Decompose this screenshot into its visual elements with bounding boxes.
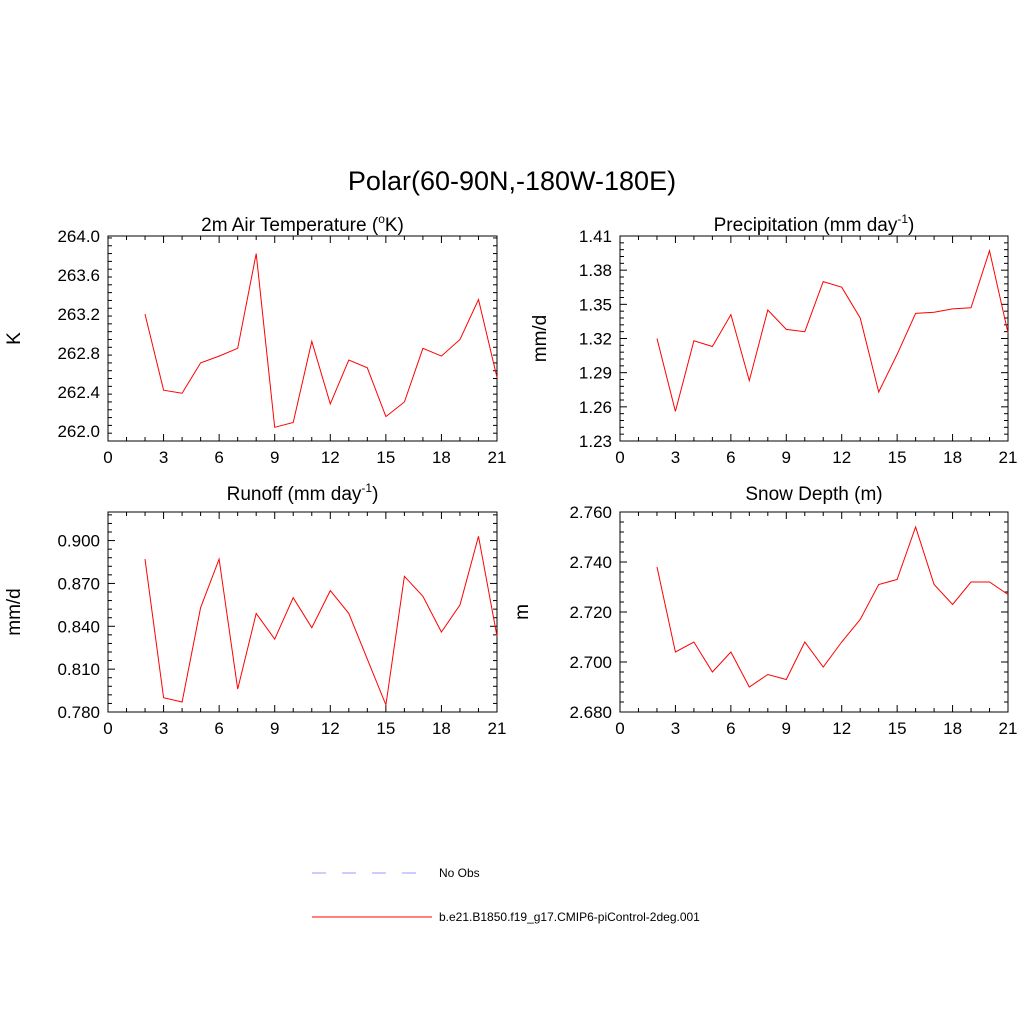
x-tick-label: 9	[270, 719, 279, 738]
panel-title-main: 2m Air Temperature (	[201, 215, 379, 236]
plot-frame	[107, 235, 498, 442]
legend: No Obs b.e21.B1850.f19_g17.CMIP6-piContr…	[312, 866, 700, 924]
x-tick-label: 12	[321, 448, 340, 467]
panel-title: Snow Depth (m)	[745, 484, 882, 505]
x-tick-label: 6	[214, 448, 223, 467]
series-line	[144, 536, 498, 707]
x-tick-label: 6	[726, 719, 735, 738]
x-tick-label: 0	[103, 719, 112, 738]
plot-frame	[107, 511, 498, 713]
panels: 2m Air Temperature (oK) K 0 3 6 9 12 15 18 21 262.…	[4, 212, 1017, 738]
x-tick-label: 18	[432, 719, 451, 738]
x-tick-label: 3	[159, 448, 168, 467]
panel-title-end: )	[372, 484, 378, 505]
y-tick-label: 0.900	[57, 532, 100, 551]
panel-title-superscript: -1	[897, 212, 908, 226]
x-tick-label: 21	[488, 719, 507, 738]
x-tick-label: 9	[270, 448, 279, 467]
panel-runoff: Runoff (mm day-1) mm/d 0 3 6 9 12 15 18 21 0.780 0.…	[4, 481, 506, 738]
panel-title-main: Snow Depth (m)	[745, 484, 882, 505]
x-tick-label: 6	[214, 719, 223, 738]
figure-title: Polar(60-90N,-180W-180E)	[348, 166, 676, 196]
panel-title-superscript: o	[378, 212, 385, 226]
x-tick-label: 9	[782, 448, 791, 467]
plot-frame	[619, 235, 1009, 442]
y-tick-label: 1.38	[579, 261, 612, 280]
x-tick-label: 12	[832, 719, 851, 738]
y-tick-label: 1.32	[579, 330, 612, 349]
y-axis-label: m	[512, 604, 533, 620]
panel-title: Runoff (mm day-1)	[227, 481, 379, 505]
x-tick-label: 12	[832, 448, 851, 467]
plot-frame	[619, 511, 1009, 713]
series-line	[656, 525, 1009, 688]
x-tick-label: 0	[615, 448, 624, 467]
y-tick-label: 0.840	[57, 617, 100, 636]
x-tick-label: 3	[671, 448, 680, 467]
y-tick-label: 1.35	[579, 295, 612, 314]
y-tick-label: 0.870	[57, 574, 100, 593]
panel-snow-depth: Snow Depth (m) m 0 3 6 9 12 15 18 21 2.680 2.700 2.7…	[512, 484, 1017, 738]
y-tick-label: 2.700	[569, 653, 612, 672]
y-axis-label: mm/d	[530, 315, 551, 363]
y-tick-label: 264.0	[57, 227, 100, 246]
panel-title-main: Precipitation (mm day	[714, 215, 898, 236]
x-tick-label: 15	[888, 719, 907, 738]
y-tick-label: 2.720	[569, 603, 612, 622]
panel-precipitation: Precipitation (mm day-1) mm/d 0 3 6 9 12 15 18 21…	[530, 212, 1017, 467]
x-tick-label: 3	[159, 719, 168, 738]
y-tick-label: 1.26	[579, 398, 612, 417]
x-tick-label: 15	[888, 448, 907, 467]
y-tick-label: 0.780	[57, 703, 100, 722]
series-line	[144, 253, 498, 428]
y-tick-label: 2.740	[569, 553, 612, 572]
x-tick-label: 18	[432, 448, 451, 467]
x-tick-label: 21	[488, 448, 507, 467]
y-axis-label: mm/d	[4, 588, 25, 636]
x-tick-label: 0	[103, 448, 112, 467]
x-tick-label: 12	[321, 719, 340, 738]
panel-air-temperature: 2m Air Temperature (oK) K 0 3 6 9 12 15 18 21 262.…	[4, 212, 506, 467]
y-tick-label: 263.6	[57, 266, 100, 285]
series-line	[656, 248, 1009, 412]
panel-title-end: K)	[385, 215, 404, 236]
panel-title: 2m Air Temperature (oK)	[201, 212, 404, 236]
x-tick-label: 21	[999, 448, 1018, 467]
y-axis-label: K	[4, 332, 25, 345]
panel-title: Precipitation (mm day-1)	[714, 212, 915, 236]
legend-label-model: b.e21.B1850.f19_g17.CMIP6-piControl-2deg…	[439, 910, 700, 924]
x-tick-label: 18	[943, 448, 962, 467]
x-tick-label: 21	[999, 719, 1018, 738]
legend-label-no-obs: No Obs	[439, 866, 480, 880]
y-tick-label: 262.0	[57, 422, 100, 441]
y-tick-label: 1.41	[579, 227, 612, 246]
y-tick-label: 1.29	[579, 364, 612, 383]
y-tick-label: 1.23	[579, 432, 612, 451]
panel-title-end: )	[908, 215, 914, 236]
x-tick-label: 0	[615, 719, 624, 738]
panel-title-main: Runoff (mm day	[227, 484, 362, 505]
panel-title-superscript: -1	[361, 481, 372, 495]
y-tick-label: 2.760	[569, 503, 612, 522]
x-tick-label: 3	[671, 719, 680, 738]
x-tick-label: 15	[376, 448, 395, 467]
y-tick-label: 2.680	[569, 703, 612, 722]
y-tick-label: 263.2	[57, 305, 100, 324]
x-tick-label: 6	[726, 448, 735, 467]
x-tick-label: 18	[943, 719, 962, 738]
x-tick-label: 15	[376, 719, 395, 738]
y-tick-label: 262.8	[57, 344, 100, 363]
y-tick-label: 262.4	[57, 383, 100, 402]
x-tick-label: 9	[782, 719, 791, 738]
y-tick-label: 0.810	[57, 660, 100, 679]
